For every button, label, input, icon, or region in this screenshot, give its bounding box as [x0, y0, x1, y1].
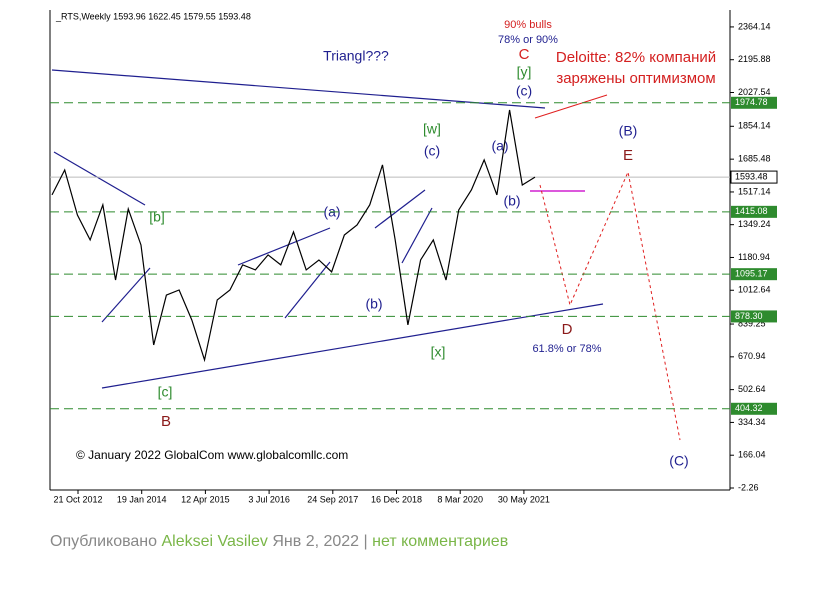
y-tick-label: 1180.94	[738, 252, 770, 262]
y-tick-label: 1349.24	[738, 219, 771, 229]
annotation: 61.8% or 78%	[532, 343, 601, 355]
annotation: 90% bulls	[504, 19, 552, 31]
x-tick-label: 16 Dec 2018	[371, 494, 422, 504]
y-tick-label: 334.34	[738, 417, 766, 427]
annotation: Triangl???	[323, 48, 389, 64]
level-label: 1974.78	[735, 97, 768, 107]
y-tick-label: 1854.14	[738, 121, 771, 131]
annotation: [b]	[149, 209, 165, 225]
annotation: (a)	[491, 138, 508, 154]
level-label: 1095.17	[735, 269, 768, 279]
x-tick-label: 8 Mar 2020	[437, 494, 483, 504]
y-tick-label: 502.64	[738, 384, 766, 394]
annotation: (c)	[424, 143, 440, 159]
level-box	[731, 205, 777, 218]
post-meta: Опубликовано Aleksei Vasilev Янв 2, 2022…	[50, 533, 508, 551]
current-label: 1593.48	[735, 171, 768, 181]
level-box	[731, 96, 777, 109]
level-box	[731, 402, 777, 415]
trend-lines	[51, 69, 681, 441]
price-line	[51, 109, 536, 363]
level-box	[731, 268, 777, 281]
y-tick-label: 1685.48	[738, 154, 771, 164]
annotation: C	[519, 46, 530, 63]
annotation: [c]	[158, 384, 173, 400]
level-label: 1415.08	[735, 206, 768, 216]
x-tick-label: 30 May 2021	[498, 494, 550, 504]
x-tick-label: 3 Jul 2016	[248, 494, 290, 504]
y-tick-label: 2027.54	[738, 87, 771, 97]
copyright: © January 2022 GlobalCom www.globalcomll…	[76, 448, 348, 462]
x-tick-label: 12 Apr 2015	[181, 494, 230, 504]
footer-date: Янв 2, 2022 |	[267, 533, 373, 550]
y-tick-label: 1012.64	[738, 285, 771, 295]
y-tick-label: 839.25	[738, 318, 766, 328]
annotation: (b)	[365, 296, 382, 312]
x-tick-label: 24 Sep 2017	[307, 494, 358, 504]
annotation: [x]	[431, 344, 446, 360]
annotation: D	[562, 321, 573, 338]
annotation: (B)	[619, 123, 638, 139]
annotation: B	[161, 413, 171, 430]
level-box	[731, 310, 777, 323]
y-tick-label: 166.04	[738, 450, 766, 460]
x-tick-label: 21 Oct 2012	[53, 494, 102, 504]
annotation: (b)	[503, 193, 520, 209]
y-tick-label: -2.26	[738, 482, 759, 492]
annotation: (c)	[516, 83, 532, 99]
annotation: [y]	[517, 64, 532, 80]
annotation: (C)	[669, 453, 688, 469]
x-tick-label: 19 Jan 2014	[117, 494, 167, 504]
annotation: 78% or 90%	[498, 34, 558, 46]
author-link[interactable]: Aleksei Vasilev	[161, 533, 268, 550]
chart-header: _RTS,Weekly 1593.96 1622.45 1579.55 1593…	[55, 11, 251, 21]
annotation: [w]	[423, 121, 441, 137]
level-label: 404.32	[735, 403, 763, 413]
annotation: E	[623, 147, 633, 164]
level-label: 878.30	[735, 311, 763, 321]
chart: _RTS,Weekly 1593.96 1622.45 1579.55 1593…	[49, 10, 778, 504]
y-tick-label: 2195.88	[738, 54, 771, 64]
footer-prefix: Опубликовано	[50, 533, 162, 550]
y-tick-label: 670.94	[738, 351, 766, 361]
annotations: Triangl??? 90% bulls 78% or 90% C [y] (c…	[76, 19, 716, 469]
y-tick-label: 2364.14	[738, 21, 771, 31]
y-tick-label: 1517.14	[738, 186, 771, 196]
comments-link[interactable]: нет комментариев	[372, 533, 509, 550]
annotation: заряжены оптимизмом	[556, 70, 715, 87]
annotation: Deloitte: 82% компаний	[556, 49, 716, 66]
current-box	[730, 170, 778, 184]
